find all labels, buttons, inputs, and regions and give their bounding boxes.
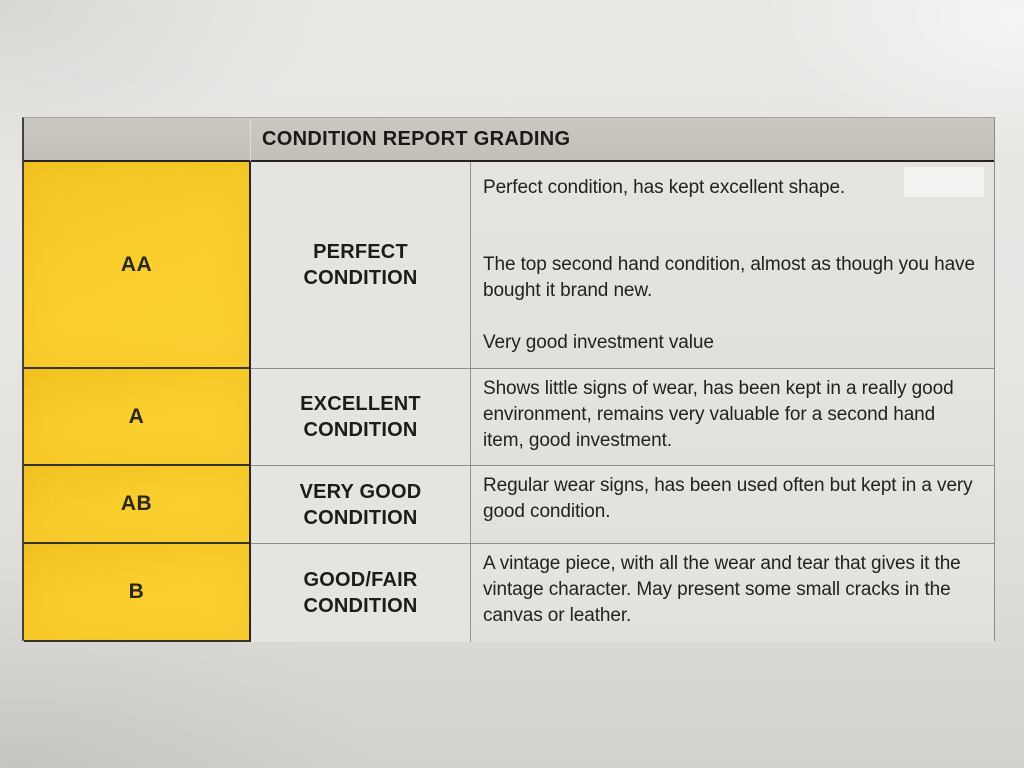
description-cell-a: Shows little signs of wear, has been kep…: [470, 369, 994, 466]
description-cell-ab: Regular wear signs, has been used often …: [470, 466, 994, 544]
condition-label-line: VERY GOOD: [299, 480, 422, 503]
table-header-empty-cell: [24, 118, 251, 162]
condition-label-line: PERFECT: [313, 241, 408, 263]
white-out-patch: [904, 167, 984, 197]
description-paragraph: Perfect condition, has kept excellent sh…: [483, 177, 846, 198]
condition-cell-good-fair: GOOD/FAIR CONDITION: [251, 544, 470, 642]
table-title: CONDITION REPORT GRADING: [251, 118, 994, 162]
grade-cell-b: B: [24, 544, 251, 642]
description-paragraph: Very good investment value: [483, 332, 714, 353]
description-paragraph: The top second hand condition, almost as…: [483, 254, 975, 301]
condition-label-line: CONDITION: [303, 595, 418, 617]
description-paragraph: Shows little signs of wear, has been kep…: [483, 378, 954, 451]
grade-cell-ab: AB: [24, 466, 251, 544]
condition-label-line: CONDITION: [303, 506, 418, 529]
condition-label-line: CONDITION: [303, 419, 418, 441]
table-row: A EXCELLENT CONDITION Shows little signs…: [24, 369, 994, 466]
table-row: AB VERY GOOD CONDITION Regular wear sign…: [24, 466, 994, 544]
table-header-row: CONDITION REPORT GRADING: [24, 118, 994, 162]
condition-label-line: EXCELLENT: [300, 393, 421, 415]
condition-cell-perfect: PERFECT CONDITION: [251, 162, 470, 369]
condition-cell-very-good: VERY GOOD CONDITION: [251, 466, 470, 544]
condition-cell-excellent: EXCELLENT CONDITION: [251, 369, 470, 466]
table-row: B GOOD/FAIR CONDITION A vintage piece, w…: [24, 544, 994, 642]
condition-label-line: GOOD/FAIR: [303, 569, 418, 591]
grade-cell-aa: AA: [24, 162, 251, 369]
grade-cell-a: A: [24, 369, 251, 466]
condition-label-line: CONDITION: [303, 267, 418, 289]
table-row: AA PERFECT CONDITION Perfect condition, …: [24, 162, 994, 369]
condition-grading-table: CONDITION REPORT GRADING AA PERFECT COND…: [22, 117, 995, 642]
description-cell-b: A vintage piece, with all the wear and t…: [470, 544, 994, 642]
description-paragraph: Regular wear signs, has been used often …: [483, 475, 973, 522]
description-cell-aa: Perfect condition, has kept excellent sh…: [470, 162, 994, 369]
description-paragraph: A vintage piece, with all the wear and t…: [483, 553, 961, 626]
